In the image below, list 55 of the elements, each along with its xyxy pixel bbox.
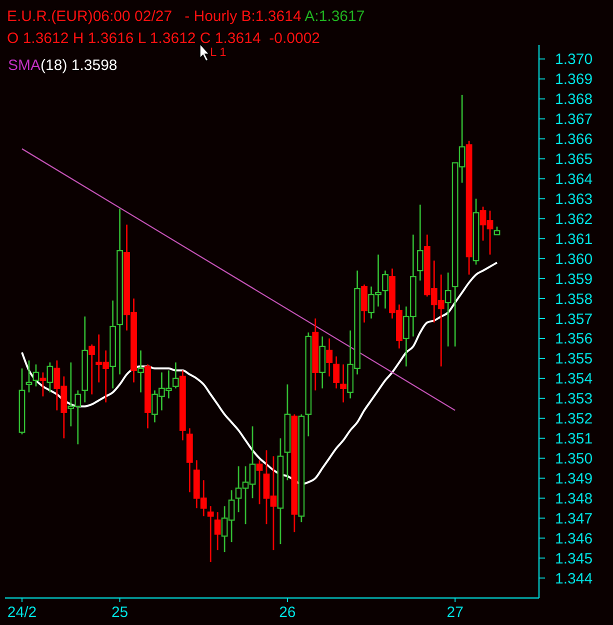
text: SMA(18) bbox=[8, 57, 68, 74]
candlestick bbox=[26, 360, 32, 394]
candlestick bbox=[382, 270, 388, 310]
y-tick-label: 1.347 bbox=[555, 510, 593, 528]
candlestick bbox=[333, 356, 340, 390]
y-tick-label: 1.365 bbox=[555, 151, 593, 168]
y-tick-label: 1.364 bbox=[555, 171, 593, 188]
candlestick bbox=[214, 511, 221, 551]
y-tick-label: 1.359 bbox=[555, 270, 593, 288]
y-tick-label: 1.355 bbox=[555, 350, 593, 368]
annotation: L 1 bbox=[210, 45, 227, 59]
y-tick-label: 1.360 bbox=[555, 250, 593, 268]
y-tick-label: 1.368 bbox=[555, 91, 593, 108]
y-tick-label: 1.361 bbox=[555, 230, 593, 248]
y-tick-label: 1.356 bbox=[555, 330, 593, 348]
candlestick bbox=[207, 505, 214, 563]
y-tick-label: 1.346 bbox=[555, 530, 593, 548]
y-tick-label: 1.357 bbox=[555, 310, 593, 328]
chart-title: E.U.R.(EUR)06:00 02/27 - Hourly B:1.3614 bbox=[7, 8, 302, 25]
y-tick-label: 1.354 bbox=[555, 370, 593, 388]
y-tick-label: 1.358 bbox=[555, 290, 593, 308]
y-tick-label: 1.350 bbox=[555, 450, 593, 468]
y-tick-label: 1.349 bbox=[555, 470, 593, 488]
candlestick bbox=[138, 350, 144, 394]
candlestick bbox=[88, 344, 96, 396]
line-series bbox=[21, 262, 498, 486]
y-tick-label: 1.366 bbox=[555, 131, 593, 148]
x-tick-label: 24/2 bbox=[7, 604, 37, 621]
y-tick-label: 1.353 bbox=[555, 390, 593, 408]
y-tick-label: 1.351 bbox=[555, 430, 593, 448]
candlestick bbox=[340, 364, 347, 404]
y-tick-label: 1.370 bbox=[555, 51, 593, 68]
annotation: 1.3598 bbox=[67, 57, 118, 74]
candlestick bbox=[46, 362, 54, 394]
candlestick bbox=[361, 284, 368, 324]
candlestick bbox=[172, 362, 179, 390]
y-tick-label: 1.348 bbox=[555, 490, 593, 508]
x-tick-label: 25 bbox=[111, 604, 128, 621]
y-tick-label: 1.369 bbox=[555, 71, 593, 88]
y-tick-label: 1.362 bbox=[555, 210, 593, 228]
candlestick bbox=[444, 272, 452, 348]
y-tick-label: 1.344 bbox=[555, 570, 593, 588]
candlestick bbox=[40, 372, 46, 398]
y-tick-label: 1.352 bbox=[555, 410, 593, 428]
candlestick bbox=[416, 204, 424, 282]
y-tick-label: 1.367 bbox=[555, 111, 593, 128]
candlestick bbox=[326, 338, 333, 378]
x-tick-label: 27 bbox=[446, 604, 464, 621]
text: A:1.3617 bbox=[301, 8, 365, 25]
x-tick-label: 26 bbox=[279, 604, 296, 621]
y-tick-label: 1.363 bbox=[555, 190, 593, 208]
y-tick-label: 1.345 bbox=[555, 550, 593, 568]
candlestick bbox=[32, 364, 40, 388]
chart-subtitle: O 1.3612 H 1.3616 L 1.3612 C 1.3614 -0.0002 bbox=[7, 30, 320, 47]
candlestick bbox=[256, 460, 263, 505]
